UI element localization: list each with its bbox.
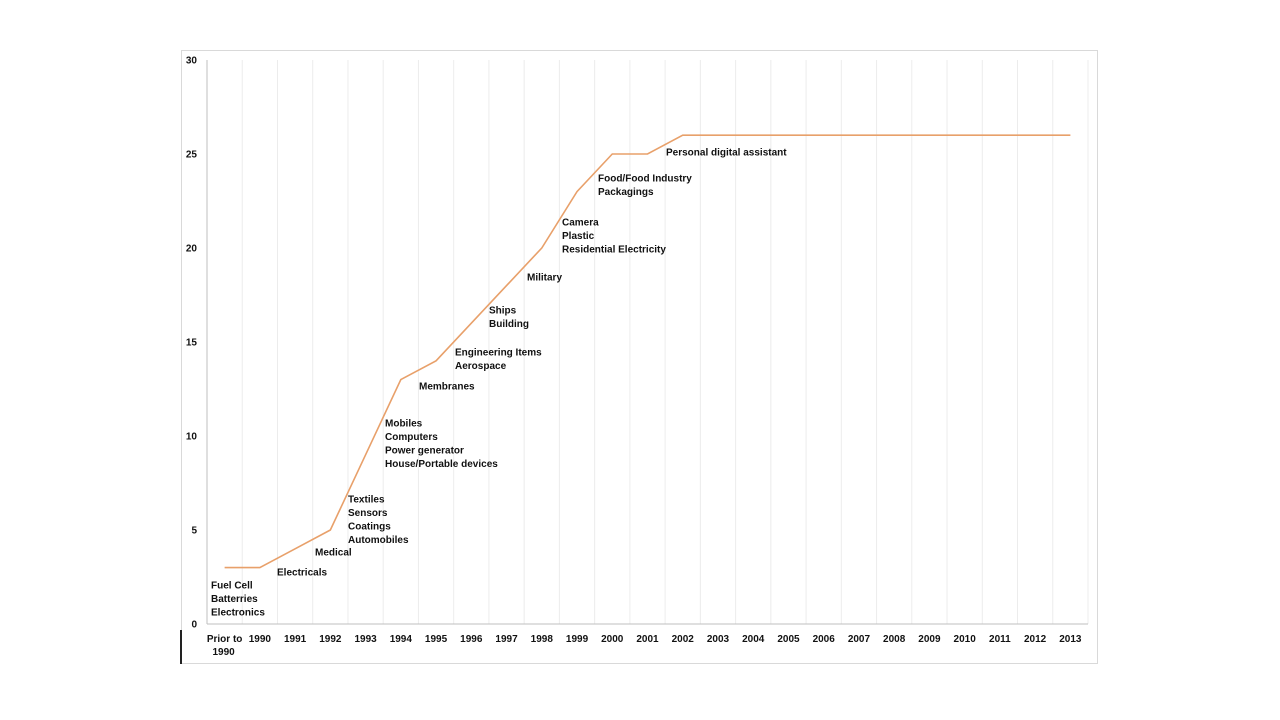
x-tick-label: 2011 xyxy=(989,634,1011,645)
x-tick-label: 1994 xyxy=(390,634,413,645)
x-tick-label: 2012 xyxy=(1024,634,1047,645)
line-chart: 0 5 10 15 20 25 30 Prior to 1990 1990 1991 1992 1993… xyxy=(0,0,1280,720)
annotation-label: Medical xyxy=(315,548,352,559)
annotation-label: Fuel Cell xyxy=(211,581,253,592)
annotation-label: Power generator xyxy=(385,446,464,457)
annotation-label: Automobiles xyxy=(348,535,409,546)
annotation-label: Personal digital assistant xyxy=(666,148,787,159)
annotation-label: Batterries xyxy=(211,594,258,605)
x-tick-label: 2001 xyxy=(636,634,659,645)
annotation-label: Electricals xyxy=(277,568,327,579)
annotation-label: Sensors xyxy=(348,508,388,519)
x-tick-label: Prior to xyxy=(207,634,243,645)
x-tick-label: 1993 xyxy=(354,634,377,645)
x-tick-label: 2000 xyxy=(601,634,624,645)
x-tick-label: 1990 xyxy=(212,647,235,658)
x-tick-label: 2007 xyxy=(848,634,871,645)
x-tick-label: 1998 xyxy=(531,634,554,645)
x-tick-label: 1992 xyxy=(319,634,342,645)
annotation-label: Building xyxy=(489,319,529,330)
x-tick-label: 2009 xyxy=(918,634,941,645)
x-tick-label: 1990 xyxy=(249,634,272,645)
x-tick-label: 1997 xyxy=(495,634,518,645)
x-tick-label: 1991 xyxy=(284,634,307,645)
x-tick-label: 2002 xyxy=(672,634,695,645)
annotation-label: Residential Electricity xyxy=(562,245,666,256)
y-tick-label: 5 xyxy=(191,526,197,537)
annotation-label: Mobiles xyxy=(385,419,423,430)
y-tick-label: 25 xyxy=(186,150,198,161)
y-tick-label: 15 xyxy=(186,338,198,349)
annotation-label: Engineering Items xyxy=(455,348,542,359)
annotation-label: Military xyxy=(527,273,562,284)
x-tick-label: 2004 xyxy=(742,634,765,645)
x-tick-label: 1996 xyxy=(460,634,483,645)
annotation-label: Membranes xyxy=(419,382,475,393)
x-tick-label: 2006 xyxy=(813,634,836,645)
annotation-label: Packagings xyxy=(598,187,654,198)
y-tick-label: 30 xyxy=(186,56,198,67)
annotation-label: Computers xyxy=(385,432,438,443)
annotation-label: Camera xyxy=(562,218,599,229)
x-tick-label: 2005 xyxy=(777,634,800,645)
annotation-label: Coatings xyxy=(348,522,391,533)
annotation-label: Food/Food Industry xyxy=(598,174,692,185)
x-tick-label: 2003 xyxy=(707,634,730,645)
annotation-label: House/Portable devices xyxy=(385,459,498,470)
annotation-label: Textiles xyxy=(348,495,385,506)
annotation-label: Plastic xyxy=(562,231,595,242)
x-tick-label: 1999 xyxy=(566,634,589,645)
y-tick-label: 0 xyxy=(191,620,197,631)
x-tick-label: 2010 xyxy=(954,634,977,645)
annotation-label: Electronics xyxy=(211,608,265,619)
x-tick-label: 1995 xyxy=(425,634,448,645)
annotation-label: Ships xyxy=(489,306,517,317)
annotation-label: Aerospace xyxy=(455,361,507,372)
x-tick-label: 2008 xyxy=(883,634,906,645)
x-tick-label: 2013 xyxy=(1059,634,1082,645)
y-tick-label: 20 xyxy=(186,244,198,255)
y-tick-label: 10 xyxy=(186,432,198,443)
